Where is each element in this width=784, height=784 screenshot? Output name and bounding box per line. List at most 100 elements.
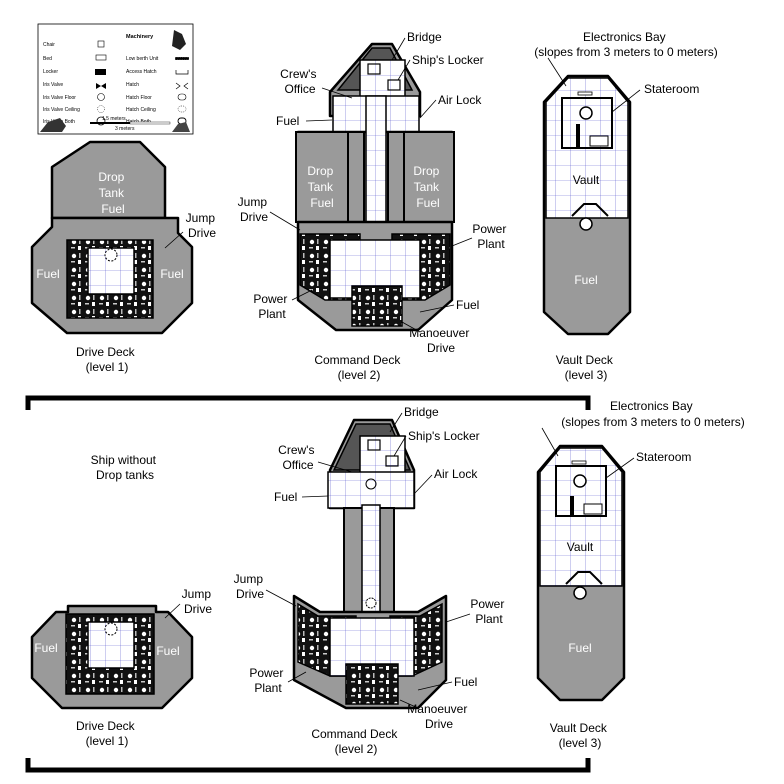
bottom-drive-deck: Fuel Fuel Jump Drive Drive Deck (level 1…: [30, 587, 215, 748]
bottom-cmd-caption-2: (level 2): [335, 742, 378, 756]
machinery-icon: [172, 30, 186, 50]
bottom-cmd-crews-2: Office: [282, 458, 313, 472]
top-cmd-droptank-l-3: Fuel: [310, 196, 333, 210]
top-cmd-jump-2: Drive: [240, 210, 268, 224]
svg-text:Crew's Office: Crew's Office: [280, 67, 320, 96]
bottom-drive-center-floor: [87, 621, 135, 669]
top-drive-deck: Drop Tank Fuel Fuel Fuel Jump Drive Driv…: [30, 140, 219, 374]
iris-valve-icon: [96, 83, 106, 89]
top-cmd-manoeuver-2: Drive: [427, 341, 455, 355]
svg-text:Vault Deck (level 3): Vault Deck (level 3): [556, 353, 616, 382]
bottom-vault-caption-2: (level 3): [559, 736, 602, 750]
legend-right-icons: [172, 30, 190, 125]
bottom-drive-jump-1: Jump: [182, 587, 212, 601]
svg-text:Manoeuver Drive: Manoeuver Drive: [409, 326, 472, 355]
legend-machinery-title: Machinery: [126, 34, 154, 40]
legend-scale-bar: 1.5 meters 3 meters: [90, 116, 171, 132]
hatch-ceiling-icon: [177, 105, 187, 113]
svg-text:Crew's Office: Crew's Office: [278, 443, 318, 472]
svg-text:Jump Drive: Jump Drive: [234, 572, 267, 601]
top-cmd-crews-2: Office: [284, 82, 315, 96]
legend-iris-valve-ceiling: Iris Valve Ceiling: [43, 107, 80, 113]
svg-text:Drive Deck (level 1): Drive Deck (level 1): [76, 345, 138, 374]
top-drop-tank-label-1: Drop: [98, 170, 124, 184]
top-cmd-power-l-1: Power: [253, 292, 287, 306]
ship-note: Ship without Drop tanks: [91, 453, 160, 482]
svg-text:Command Deck (level 2): Command Deck (level 2): [314, 353, 403, 382]
bottom-cmd-jump-1: Jump: [234, 572, 264, 586]
bottom-cmd-power-l-1: Power: [249, 666, 283, 680]
top-drive-fuel-left: Fuel: [36, 267, 59, 281]
svg-text:Drive Deck (level 1): Drive Deck (level 1): [76, 719, 138, 748]
bottom-cmd-airlock-label: Air Lock: [434, 467, 478, 481]
bottom-cmd-upper-floor: [327, 471, 415, 509]
bottom-vault-deck: Vault Fuel Electronics Bay (slopes from …: [536, 399, 745, 750]
iris-valve-both-icon: [96, 116, 106, 126]
bottom-cmd-fuel-lower-label: Fuel: [454, 675, 477, 689]
top-vault-label: Vault: [573, 173, 600, 187]
bottom-cmd-crews-1: Crew's: [278, 443, 314, 457]
top-cmd-bridge-label: Bridge: [407, 30, 442, 44]
bottom-cmd-manoeuver-1: Manoeuver: [407, 702, 467, 716]
top-cmd-corridor-side-r: [387, 131, 405, 233]
svg-text:Power Plant: Power Plant: [253, 292, 290, 321]
bottom-cmd-jump-2: Drive: [236, 587, 264, 601]
top-drive-caption-2: (level 1): [86, 360, 129, 374]
top-drop-tank-label-3: Fuel: [101, 202, 124, 216]
top-cmd-corridor-side-l: [347, 131, 365, 233]
top-cmd-locker-label: Ship's Locker: [412, 53, 484, 67]
top-vault-deck: Vault Fuel Electronics Bay (slopes from …: [534, 30, 717, 382]
svg-text:Vault Deck (level 3): Vault Deck (level 3): [550, 721, 610, 750]
bottom-vault-stateroom-label: Stateroom: [636, 450, 691, 464]
top-drive-caption-1: Drive Deck: [76, 345, 136, 359]
top-drive-jump-label-2: Drive: [188, 226, 216, 240]
bottom-cmd-manoeuver-2: Drive: [425, 717, 453, 731]
svg-text:Jump Drive: Jump Drive: [182, 587, 215, 616]
legend: Chair Bed Locker Iris Valve Iris Valve F…: [37, 23, 194, 135]
bottom-cmd-bridge-label: Bridge: [404, 405, 439, 419]
ship-note-2: Drop tanks: [96, 468, 154, 482]
bottom-vault-fuel-label: Fuel: [568, 641, 591, 655]
chair-icon: [97, 40, 105, 48]
bottom-vault-label: Vault: [567, 540, 594, 554]
svg-text:Electronics Bay (slopes: Electronics Bay (slopes from 3 meters to…: [534, 30, 717, 59]
svg-text:Jump Drive: Jump Drive: [186, 211, 219, 240]
top-cmd-droptank-r-3: Fuel: [416, 196, 439, 210]
top-cmd-droptank-l-1: Drop: [307, 164, 333, 178]
top-vault-ebay-1: Electronics Bay: [583, 30, 666, 44]
top-cmd-power-r-1: Power: [472, 222, 506, 236]
bottom-drive-jump-2: Drive: [184, 602, 212, 616]
scale-top-label: 1.5 meters: [102, 116, 126, 122]
bottom-drive-fuel-right: Fuel: [156, 644, 179, 658]
legend-decoration: [40, 118, 190, 132]
bottom-drive-caption-2: (level 1): [86, 734, 129, 748]
legend-hatch-floor: Hatch Floor: [126, 95, 152, 101]
svg-text:Power Plant: Power Plant: [249, 666, 286, 695]
bottom-vault-ebay-2: (slopes from 3 meters to 0 meters): [561, 415, 744, 429]
bottom-cmd-locker-label: Ship's Locker: [408, 429, 480, 443]
top-drive-jump-label-1: Jump: [186, 211, 216, 225]
low-berth-icon: [174, 56, 190, 61]
iris-valve-ceiling-icon: [97, 105, 105, 113]
top-cmd-power-l-2: Plant: [258, 307, 286, 321]
bottom-cmd-caption-1: Command Deck: [311, 727, 398, 741]
bed-icon: [95, 54, 107, 61]
svg-text:Power Plant: Power Plant: [472, 222, 509, 251]
top-vault-stateroom-label: Stateroom: [644, 82, 699, 96]
svg-text:Jump Drive: Jump Drive: [238, 195, 271, 224]
svg-text:Drop Tank Fuel: Drop Tank Fuel: [413, 164, 442, 210]
top-cmd-power-r-2: Plant: [477, 237, 505, 251]
legend-bed: Bed: [43, 56, 52, 62]
top-cmd-droptank-l-2: Tank: [308, 180, 334, 194]
bottom-cmd-engine-core: [345, 663, 399, 705]
svg-text:Electronics Bay (slopes: Electronics Bay (slopes from 3 meters to…: [561, 399, 744, 429]
top-vault-caption-1: Vault Deck: [556, 353, 614, 367]
legend-locker: Locker: [43, 69, 58, 75]
access-hatch-icon: [175, 70, 189, 75]
svg-text:Manoeuver Drive: Manoeuver Drive: [407, 702, 470, 731]
bottom-cmd-fuel-upper-label: Fuel: [274, 490, 297, 504]
top-cmd-jump-1: Jump: [238, 195, 268, 209]
top-cmd-corridor: [365, 95, 387, 237]
bottom-vault-stateroom: [555, 465, 607, 517]
